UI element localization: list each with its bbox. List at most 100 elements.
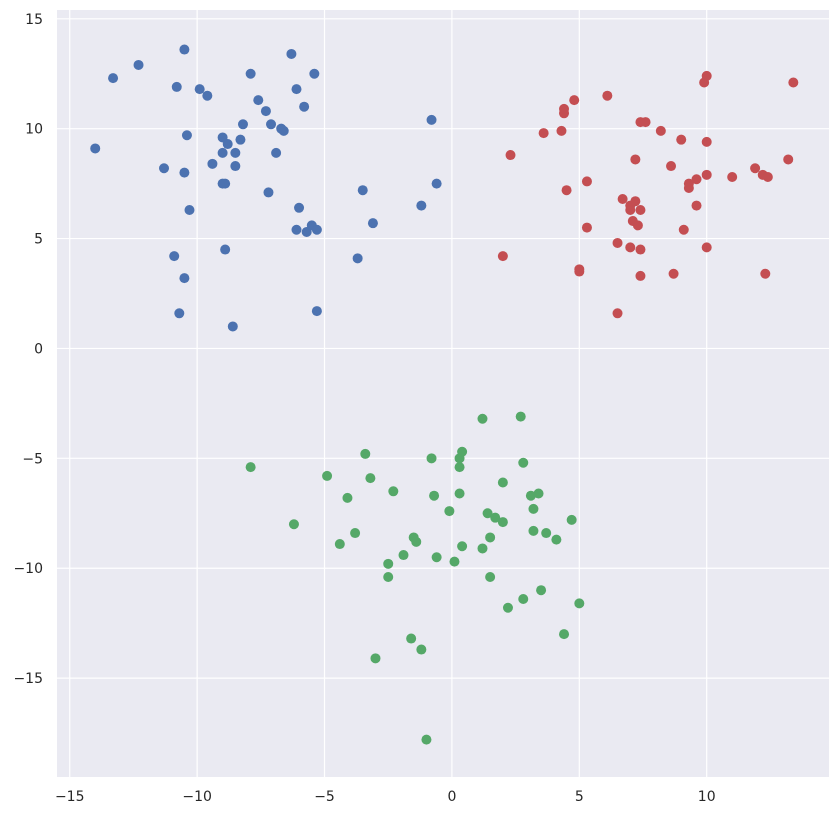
scatter-point [271, 147, 282, 158]
scatter-point [490, 512, 501, 523]
y-tick-labels: −15 −10 −5 0 5 10 15 [13, 12, 43, 687]
scatter-point [90, 143, 101, 154]
scatter-point [253, 95, 264, 106]
scatter-point [678, 224, 689, 235]
scatter-point [691, 200, 702, 211]
scatter-point [581, 176, 592, 187]
scatter-point [217, 147, 228, 158]
scatter-point [525, 490, 536, 501]
scatter-point [640, 117, 651, 128]
scatter-point [701, 169, 712, 180]
scatter-point [788, 77, 799, 88]
scatter-point [701, 242, 712, 253]
x-tick-labels: −15 −10 −5 0 5 10 [55, 789, 716, 805]
scatter-point [322, 470, 333, 481]
x-tick-label: −15 [55, 789, 85, 805]
scatter-point [457, 446, 468, 457]
scatter-point [502, 602, 513, 613]
scatter-point [625, 242, 636, 253]
scatter-point [235, 134, 246, 145]
scatter-point [184, 204, 195, 215]
scatter-point [237, 119, 248, 130]
scatter-point [357, 185, 368, 196]
scatter-point [727, 172, 738, 183]
scatter-point [383, 558, 394, 569]
scatter-point [260, 106, 271, 117]
scatter-point [220, 244, 231, 255]
scatter-point [497, 517, 508, 528]
scatter-point [497, 477, 508, 488]
scatter-point [227, 321, 238, 332]
series-0 [90, 44, 442, 332]
scatter-point [288, 519, 299, 530]
x-tick-label: 0 [447, 789, 456, 805]
scatter-point [334, 539, 345, 550]
y-tick-label: 0 [34, 341, 43, 357]
y-tick-label: −5 [22, 451, 43, 467]
scatter-point [668, 268, 679, 279]
plot-background [57, 10, 829, 777]
scatter-point [676, 134, 687, 145]
scatter-point [635, 244, 646, 255]
scatter-point [291, 84, 302, 95]
scatter-point [202, 90, 213, 101]
scatter-point [477, 543, 488, 554]
scatter-point [311, 306, 322, 317]
scatter-point [431, 178, 442, 189]
scatter-point [207, 158, 218, 169]
scatter-point [574, 598, 585, 609]
scatter-point [286, 48, 297, 59]
y-tick-label: −10 [13, 561, 43, 577]
scatter-point [426, 453, 437, 464]
scatter-point [426, 114, 437, 125]
scatter-point [449, 556, 460, 567]
scatter-point [632, 220, 643, 231]
scatter-point [760, 268, 771, 279]
scatter-point [169, 251, 180, 262]
scatter-point [683, 183, 694, 194]
scatter-point [528, 503, 539, 514]
scatter-point [159, 163, 170, 174]
scatter-point [220, 178, 231, 189]
scatter-point [457, 541, 468, 552]
y-tick-label: −15 [13, 671, 43, 687]
scatter-point [602, 90, 613, 101]
scatter-point [482, 508, 493, 519]
scatter-point [179, 273, 190, 284]
scatter-point [518, 593, 529, 604]
scatter-point [133, 59, 144, 70]
scatter-point [416, 200, 427, 211]
scatter-point [556, 125, 567, 136]
scatter-point [365, 473, 376, 484]
scatter-point [179, 44, 190, 55]
scatter-point [360, 448, 371, 459]
scatter-point [536, 585, 547, 596]
scatter-point [454, 488, 465, 499]
scatter-point [655, 125, 666, 136]
scatter-point [533, 488, 544, 499]
scatter-point [367, 218, 378, 229]
scatter-point [551, 534, 562, 545]
scatter-point [538, 128, 549, 139]
scatter-point [783, 154, 794, 165]
scatter-point [559, 103, 570, 114]
scatter-point [179, 167, 190, 178]
scatter-point [635, 204, 646, 215]
scatter-point [561, 185, 572, 196]
scatter-point [574, 266, 585, 277]
scatter-point [750, 163, 761, 174]
scatter-point [569, 95, 580, 106]
scatter-point [454, 462, 465, 473]
scatter-point [416, 644, 427, 655]
scatter-point [181, 130, 192, 141]
scatter-point [429, 490, 440, 501]
scatter-point [566, 514, 577, 525]
scatter-point [612, 237, 623, 248]
scatter-point [263, 187, 274, 198]
scatter-point [701, 70, 712, 81]
scatter-point [245, 68, 256, 79]
scatter-point [762, 172, 773, 183]
scatter-point [666, 161, 677, 172]
scatter-point [515, 411, 526, 422]
x-tick-label: 10 [698, 789, 716, 805]
